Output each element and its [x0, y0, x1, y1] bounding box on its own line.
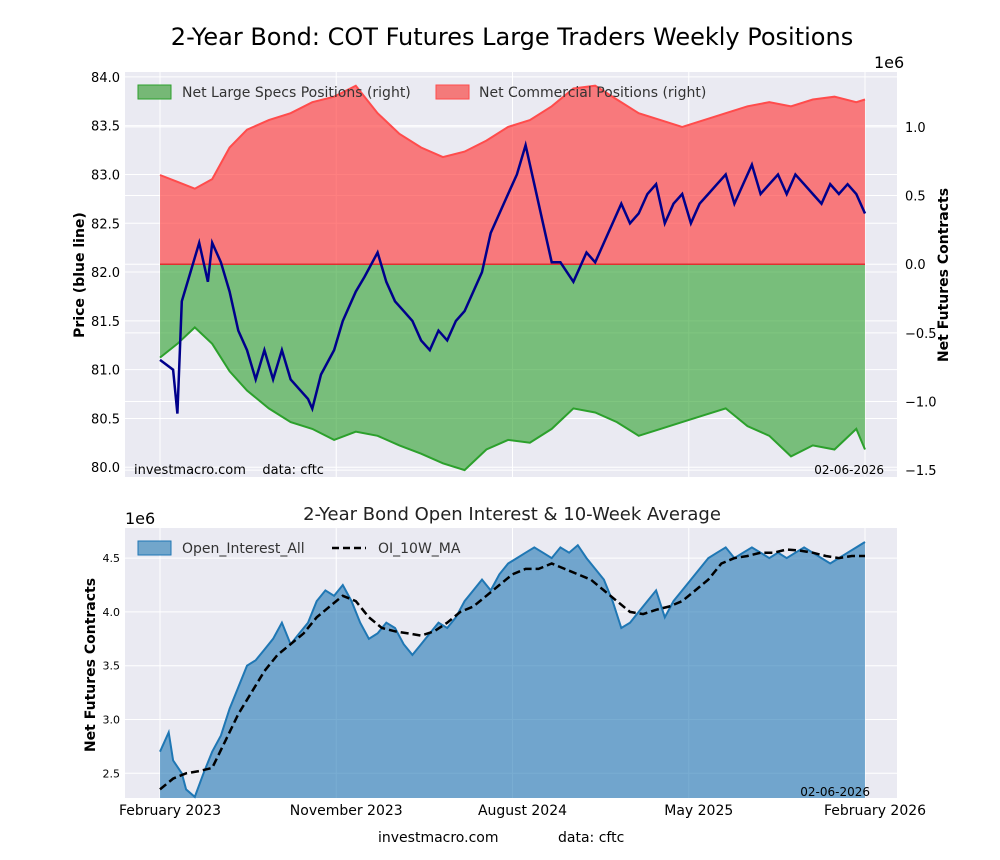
- top-right-tick-label: 0.5: [905, 190, 926, 205]
- bottom-series: [159, 541, 866, 799]
- bottom-footer-right: 02-06-2026: [800, 785, 870, 799]
- bottom-chart-title: 2-Year Bond Open Interest & 10-Week Aver…: [303, 504, 721, 525]
- top-left-ticks: 80.0 80.5 81.0 81.5 82.0 82.5 83.0 83.5 84.0: [91, 71, 120, 476]
- bottom-x-tick-label: February 2026: [824, 803, 926, 819]
- top-left-tick-label: 84.0: [91, 71, 120, 86]
- oi-line: [159, 541, 866, 799]
- top-series: [159, 84, 867, 472]
- top-left-tick-label: 80.5: [91, 412, 120, 427]
- top-right-tick-label: −1.5: [905, 464, 937, 479]
- legend-swatch-commercial: [435, 84, 470, 100]
- top-right-tick-label: 1.0: [905, 121, 926, 136]
- bottom-y-tick-label: 3.5: [103, 660, 121, 673]
- top-left-tick-label: 81.5: [91, 315, 120, 330]
- top-legend: Net Large Specs Positions (right) Net Co…: [137, 84, 706, 101]
- bottom-x-tick-label: November 2023: [290, 803, 403, 819]
- top-left-tick-label: 81.0: [91, 364, 120, 379]
- bottom-x-ticks: February 2023 November 2023 August 2024 May…: [119, 803, 926, 819]
- top-left-tick-label: 82.0: [91, 266, 120, 281]
- top-panel: 80.0 80.5 81.0 81.5 82.0 82.5 83.0 83.5 84.0 −1.…: [72, 53, 952, 479]
- legend-label-ma: OI_10W_MA: [378, 541, 461, 557]
- bottom-y-tick-label: 2.5: [103, 767, 121, 780]
- bottom-x-tick-label: February 2023: [119, 803, 221, 819]
- ma-line: [159, 548, 865, 791]
- figure-title: 2-Year Bond: COT Futures Large Traders W…: [171, 23, 853, 51]
- bottom-legend: Open_Interest_All OI_10W_MA: [137, 540, 461, 557]
- oi-area: [160, 542, 865, 798]
- specs-line: [159, 326, 866, 472]
- specs-area: [160, 264, 865, 471]
- top-left-axis-label: Price (blue line): [72, 212, 88, 338]
- footer-source: data: cftc: [558, 830, 624, 846]
- footer-site: investmacro.com: [378, 830, 498, 846]
- top-left-tick-label: 82.5: [91, 217, 120, 232]
- legend-swatch-specs: [137, 84, 172, 100]
- legend-label-oi: Open_Interest_All: [182, 541, 305, 557]
- bottom-y-tick-label: 4.0: [103, 606, 121, 619]
- bottom-panel: 2-Year Bond Open Interest & 10-Week Aver…: [83, 504, 926, 819]
- top-right-ticks: −1.5 −1.0 −0.5 0.0 0.5 1.0: [905, 121, 937, 479]
- top-right-tick-label: 0.0: [905, 258, 926, 273]
- top-left-tick-label: 80.0: [91, 461, 120, 476]
- top-right-axis-label: Net Futures Contracts: [936, 188, 952, 362]
- bottom-y-tick-label: 3.0: [103, 713, 121, 726]
- legend-label-specs: Net Large Specs Positions (right): [182, 85, 411, 101]
- bottom-x-tick-label: May 2025: [664, 803, 733, 819]
- price-line: [159, 140, 867, 414]
- bottom-x-tick-label: August 2024: [478, 803, 567, 819]
- commercial-line: [159, 84, 866, 190]
- top-right-exponent: 1e6: [874, 53, 904, 72]
- top-right-tick-label: −0.5: [905, 327, 937, 342]
- top-left-tick-label: 83.5: [91, 120, 120, 135]
- legend-swatch-oi: [137, 540, 172, 556]
- top-left-tick-label: 83.0: [91, 168, 120, 183]
- top-footer-left: investmacro.com data: cftc: [134, 463, 324, 478]
- bottom-y-ticks: 2.5 3.0 3.5 4.0 4.5: [103, 552, 121, 780]
- bottom-y-tick-label: 4.5: [103, 552, 121, 565]
- top-footer-right: 02-06-2026: [814, 463, 884, 477]
- top-right-tick-label: −1.0: [905, 395, 937, 410]
- bottom-exponent: 1e6: [125, 509, 155, 528]
- legend-label-commercial: Net Commercial Positions (right): [479, 85, 706, 101]
- bottom-y-axis-label: Net Futures Contracts: [83, 578, 99, 752]
